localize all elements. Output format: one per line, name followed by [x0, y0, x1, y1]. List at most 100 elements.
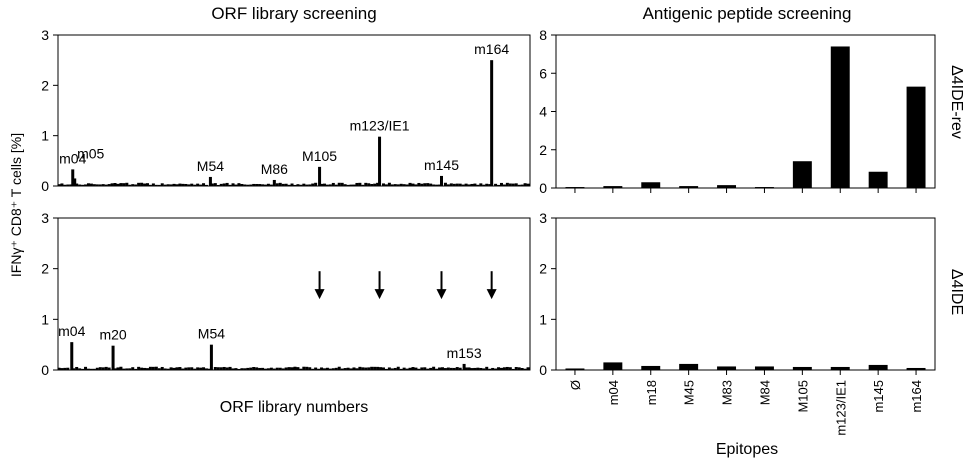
orf-top-noise-bar	[148, 184, 152, 186]
orf-bottom-noise-bar	[57, 367, 61, 370]
orf-top-noise-bar	[261, 184, 265, 186]
orf-top-noise-bar	[63, 184, 67, 186]
orf-top-noise-bar	[104, 184, 108, 186]
orf-bottom-noise-bar	[361, 367, 365, 370]
orf-top-noise-bar	[154, 184, 158, 186]
orf-bottom-noise-bar	[131, 367, 135, 370]
orf-bottom-noise-bar	[414, 367, 418, 370]
orf-bottom-noise-bar	[520, 368, 524, 370]
orf-bottom-noise-bar	[317, 368, 321, 370]
orf-bottom-noise-bar	[269, 367, 273, 370]
peptide-bottom-xtick-label: M83	[720, 380, 735, 405]
orf-top-noise-bar	[361, 184, 365, 186]
orf-bottom-noise-bar	[379, 367, 383, 370]
orf-top-noise-bar	[505, 182, 509, 186]
orf-bottom-noise-bar	[231, 368, 235, 370]
orf-top-noise-bar	[101, 184, 105, 186]
orf-bottom-noise-bar	[482, 368, 486, 370]
orf-bottom-noise-bar	[337, 366, 341, 370]
orf-top-noise-bar	[81, 184, 85, 186]
orf-bottom-noise-bar	[278, 367, 282, 370]
orf-bottom-peak-label: M54	[198, 326, 225, 342]
orf-bottom-noise-bar	[178, 367, 182, 370]
orf-top-frame	[57, 34, 531, 187]
orf-top-noise-bar	[204, 184, 208, 186]
orf-bottom-noise-bar	[396, 366, 400, 370]
peptide-bottom-xtick-label: m123/IE1	[833, 380, 848, 436]
peptide-bottom-xtick-label: M105	[795, 380, 810, 413]
peptide-bottom-ytick-label: 1	[539, 311, 547, 327]
orf-top-noise-bar	[143, 183, 147, 186]
orf-top-peak-bar	[318, 166, 322, 186]
orf-bottom-noise-bar	[225, 367, 229, 370]
orf-bottom-noise-bar	[266, 368, 270, 370]
peptide-bottom-xtick-label: m18	[644, 380, 659, 405]
orf-bottom-noise-bar	[196, 367, 200, 370]
orf-top-noise-bar	[113, 183, 117, 186]
orf-top-noise-bar	[370, 183, 374, 186]
orf-top-noise-bar	[219, 183, 223, 186]
orf-top-noise-bar	[446, 184, 450, 186]
orf-top-noise-bar	[258, 184, 262, 186]
orf-bottom-noise-bar	[485, 366, 489, 370]
peptide-bottom-ytick-label: 0	[539, 362, 547, 378]
orf-top-noise-bar	[494, 183, 498, 186]
orf-top-noise-bar	[393, 184, 397, 186]
orf-top-noise-bar	[228, 184, 232, 186]
orf-bottom-noise-bar	[81, 368, 85, 370]
orf-bottom-noise-bar	[452, 367, 456, 370]
orf-top-noise-bar	[514, 183, 518, 186]
orf-top-noise-bar	[237, 183, 241, 186]
peptide-bottom-bar	[641, 365, 661, 370]
orf-top-noise-bar	[387, 182, 391, 186]
orf-top-noise-bar	[187, 184, 191, 186]
orf-top-noise-bar	[381, 183, 385, 186]
orf-top-noise-bar	[340, 182, 344, 186]
orf-top-noise-bar	[266, 183, 270, 186]
peptide-bottom-xtick-label: M84	[757, 380, 772, 405]
orf-bottom-arrow-head	[374, 289, 385, 300]
orf-top-noise-bar	[234, 184, 238, 186]
orf-top-noise-bar	[358, 182, 362, 186]
orf-bottom-noise-bar	[511, 368, 515, 370]
orf-bottom-noise-bar	[234, 368, 238, 370]
orf-bottom-noise-bar	[249, 367, 253, 370]
orf-bottom-ytick-label: 3	[41, 210, 49, 226]
orf-bottom-noise-bar	[488, 368, 492, 370]
peptide-top-bar	[641, 182, 661, 188]
orf-top-noise-bar	[352, 184, 356, 186]
orf-top-noise-bar	[470, 183, 474, 186]
orf-top-peak-bar	[71, 169, 75, 186]
orf-bottom-noise-bar	[166, 368, 170, 370]
peptide-top-bar	[565, 187, 585, 189]
orf-top-noise-bar	[346, 184, 350, 186]
orf-bottom-ytick-label: 0	[41, 362, 49, 378]
orf-top-peak-label: M105	[302, 148, 337, 164]
orf-top-noise-bar	[482, 184, 486, 186]
orf-bottom-noise-bar	[514, 367, 518, 370]
orf-bottom-noise-bar	[367, 367, 371, 370]
orf-top-noise-bar	[497, 184, 501, 186]
orf-bottom-noise-bar	[137, 366, 141, 370]
orf-bottom-noise-bar	[411, 367, 415, 370]
orf-bottom-noise-bar	[479, 367, 483, 370]
peptide-bottom-bar	[717, 366, 737, 370]
left-panel-title: ORF library screening	[211, 4, 376, 23]
orf-bottom-noise-bar	[134, 368, 138, 370]
orf-top-peak-bar	[490, 60, 494, 186]
peptide-bottom-axes: 0 1 2 3 Ø m04 m18 M45 M83 M84 M105 m123/IE1 m145 m164	[539, 210, 936, 436]
orf-bottom-noise-bar	[458, 367, 462, 370]
orf-top-noise-bar	[252, 183, 256, 186]
orf-bottom-noise-bar	[443, 368, 447, 370]
orf-top-noise-bar	[355, 182, 359, 186]
peptide-bottom-xtick-label: M45	[682, 380, 697, 405]
orf-bottom-noise-bar	[181, 368, 185, 370]
orf-bottom-noise-bar	[261, 367, 265, 370]
orf-bottom-noise-bar	[417, 368, 421, 370]
orf-bottom-noise-bar	[334, 367, 338, 370]
orf-bottom-noise-bar	[160, 366, 164, 370]
orf-bottom-noise-bar	[376, 366, 380, 370]
orf-top-peak-label: M54	[197, 158, 224, 174]
orf-top-noise-bar	[196, 183, 200, 186]
